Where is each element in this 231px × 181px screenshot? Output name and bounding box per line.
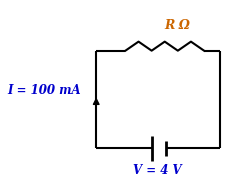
Text: V = 4 V: V = 4 V [133,164,181,177]
Text: R Ω: R Ω [164,19,190,32]
Text: I = 100 mA: I = 100 mA [8,84,81,97]
